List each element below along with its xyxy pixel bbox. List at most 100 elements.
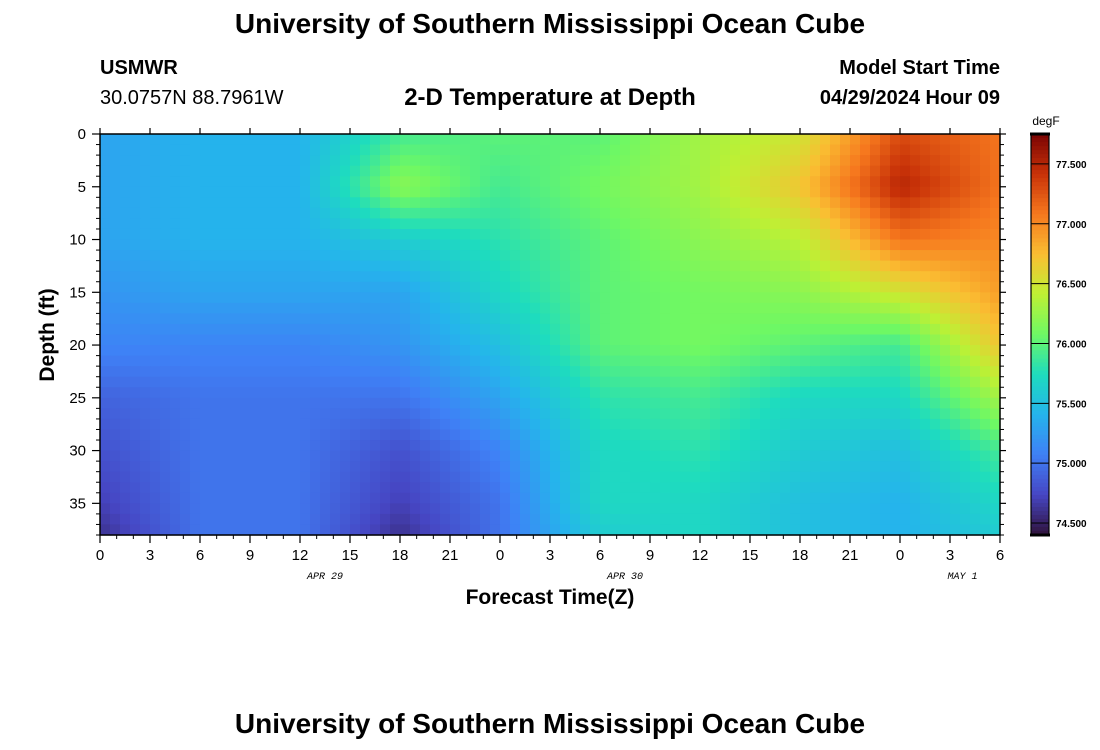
heatmap-cell xyxy=(940,176,951,188)
heatmap-cell xyxy=(690,366,701,378)
heatmap-cell xyxy=(850,176,861,188)
heatmap-cell xyxy=(180,197,191,209)
heatmap-cell xyxy=(870,271,881,283)
heatmap-cell xyxy=(700,345,711,357)
footer-title: University of Southern Mississippi Ocean… xyxy=(234,708,866,739)
heatmap-cell xyxy=(600,366,611,378)
heatmap-cell xyxy=(750,376,761,388)
heatmap-cell xyxy=(300,250,311,262)
heatmap-cell xyxy=(370,176,381,188)
heatmap-cell xyxy=(780,302,791,314)
heatmap-cell xyxy=(150,366,161,378)
heatmap-cell xyxy=(530,440,541,452)
heatmap-cell xyxy=(860,281,871,293)
heatmap-cell xyxy=(150,134,161,146)
heatmap-cell xyxy=(770,313,781,325)
heatmap-cell xyxy=(280,165,291,177)
heatmap-cell xyxy=(730,197,741,209)
heatmap-cell xyxy=(860,366,871,378)
heatmap-cell xyxy=(470,450,481,462)
heatmap-cell xyxy=(340,355,351,367)
heatmap-cell xyxy=(640,429,651,441)
heatmap-cell xyxy=(570,345,581,357)
heatmap-cell xyxy=(230,376,241,388)
heatmap-cell xyxy=(550,302,561,314)
heatmap-cell xyxy=(340,513,351,526)
heatmap-cell xyxy=(330,440,341,452)
heatmap-cell xyxy=(220,503,231,515)
heatmap-cell xyxy=(240,302,251,314)
heatmap-cell xyxy=(730,471,741,483)
heatmap-cell xyxy=(390,134,401,146)
heatmap-cell xyxy=(680,228,691,241)
heatmap-cell xyxy=(230,323,241,336)
heatmap-cell xyxy=(450,503,461,515)
colorbar-tick-label: 75.000 xyxy=(1056,459,1087,470)
heatmap-cell xyxy=(110,197,121,209)
heatmap-cell xyxy=(570,376,581,388)
model-start-time: 04/29/2024 Hour 09 xyxy=(819,87,1000,109)
heatmap-cell xyxy=(240,503,251,515)
heatmap-cell xyxy=(760,376,771,388)
heatmap-cell xyxy=(860,155,871,167)
heatmap-cell xyxy=(640,228,651,241)
heatmap-cell xyxy=(950,155,961,167)
heatmap-cell xyxy=(290,408,301,420)
heatmap-cell xyxy=(650,197,661,209)
heatmap-cell xyxy=(280,429,291,441)
heatmap-cell xyxy=(160,207,171,220)
heatmap-cell xyxy=(200,228,211,241)
heatmap-cell xyxy=(320,207,331,220)
heatmap-cell xyxy=(590,492,601,504)
heatmap-cell xyxy=(280,176,291,188)
heatmap-cell xyxy=(800,134,811,146)
heatmap-cell xyxy=(570,313,581,325)
heatmap-cell xyxy=(610,313,621,325)
heatmap-cell xyxy=(230,271,241,283)
heatmap-cell xyxy=(340,366,351,378)
heatmap-cell xyxy=(700,271,711,283)
heatmap-cell xyxy=(470,313,481,325)
colorbar-segment xyxy=(1031,362,1049,368)
heatmap-cell xyxy=(920,218,931,230)
heatmap-cell xyxy=(690,271,701,283)
heatmap-cell xyxy=(370,440,381,452)
heatmap-cell xyxy=(330,482,341,494)
heatmap-cell xyxy=(530,429,541,441)
heatmap-cell xyxy=(870,503,881,515)
heatmap-cell xyxy=(500,450,511,462)
heatmap-cell xyxy=(580,482,591,494)
heatmap-cell xyxy=(380,292,391,304)
heatmap-cell xyxy=(720,513,731,526)
heatmap-cell xyxy=(290,134,301,146)
heatmap-cell xyxy=(460,207,471,220)
heatmap-cell xyxy=(510,482,521,494)
heatmap-cell xyxy=(530,524,541,536)
heatmap-cell xyxy=(250,302,261,314)
heatmap-cell xyxy=(650,387,661,399)
heatmap-cell xyxy=(270,387,281,399)
heatmap-cell xyxy=(470,155,481,167)
heatmap-cell xyxy=(180,155,191,167)
heatmap-cell xyxy=(590,197,601,209)
heatmap-cell xyxy=(290,429,301,441)
heatmap-cell xyxy=(810,440,821,452)
heatmap-cell xyxy=(320,250,331,262)
heatmap-cell xyxy=(640,461,651,473)
heatmap-cell xyxy=(940,334,951,346)
heatmap-cell xyxy=(310,418,321,431)
heatmap-cell xyxy=(110,281,121,293)
heatmap-cell xyxy=(670,440,681,452)
heatmap-cell xyxy=(150,155,161,167)
heatmap-cell xyxy=(250,440,261,452)
heatmap-cell xyxy=(330,155,341,167)
heatmap-cell xyxy=(430,228,441,241)
heatmap-cell xyxy=(780,397,791,409)
heatmap-cell xyxy=(550,397,561,409)
heatmap-cell xyxy=(930,302,941,314)
heatmap-cell xyxy=(340,271,351,283)
heatmap-cell xyxy=(570,144,581,156)
heatmap-cell xyxy=(630,186,641,198)
heatmap-cell xyxy=(900,440,911,452)
heatmap-cell xyxy=(500,429,511,441)
